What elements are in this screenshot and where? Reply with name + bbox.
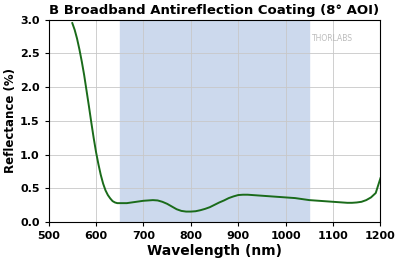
X-axis label: Wavelength (nm): Wavelength (nm) xyxy=(147,244,282,258)
Bar xyxy=(120,20,309,222)
Y-axis label: Reflectance (%): Reflectance (%) xyxy=(4,68,17,173)
Title: B Broadband Antireflection Coating (8° AOI): B Broadband Antireflection Coating (8° A… xyxy=(50,4,380,17)
Text: THORLABS: THORLABS xyxy=(312,34,354,43)
